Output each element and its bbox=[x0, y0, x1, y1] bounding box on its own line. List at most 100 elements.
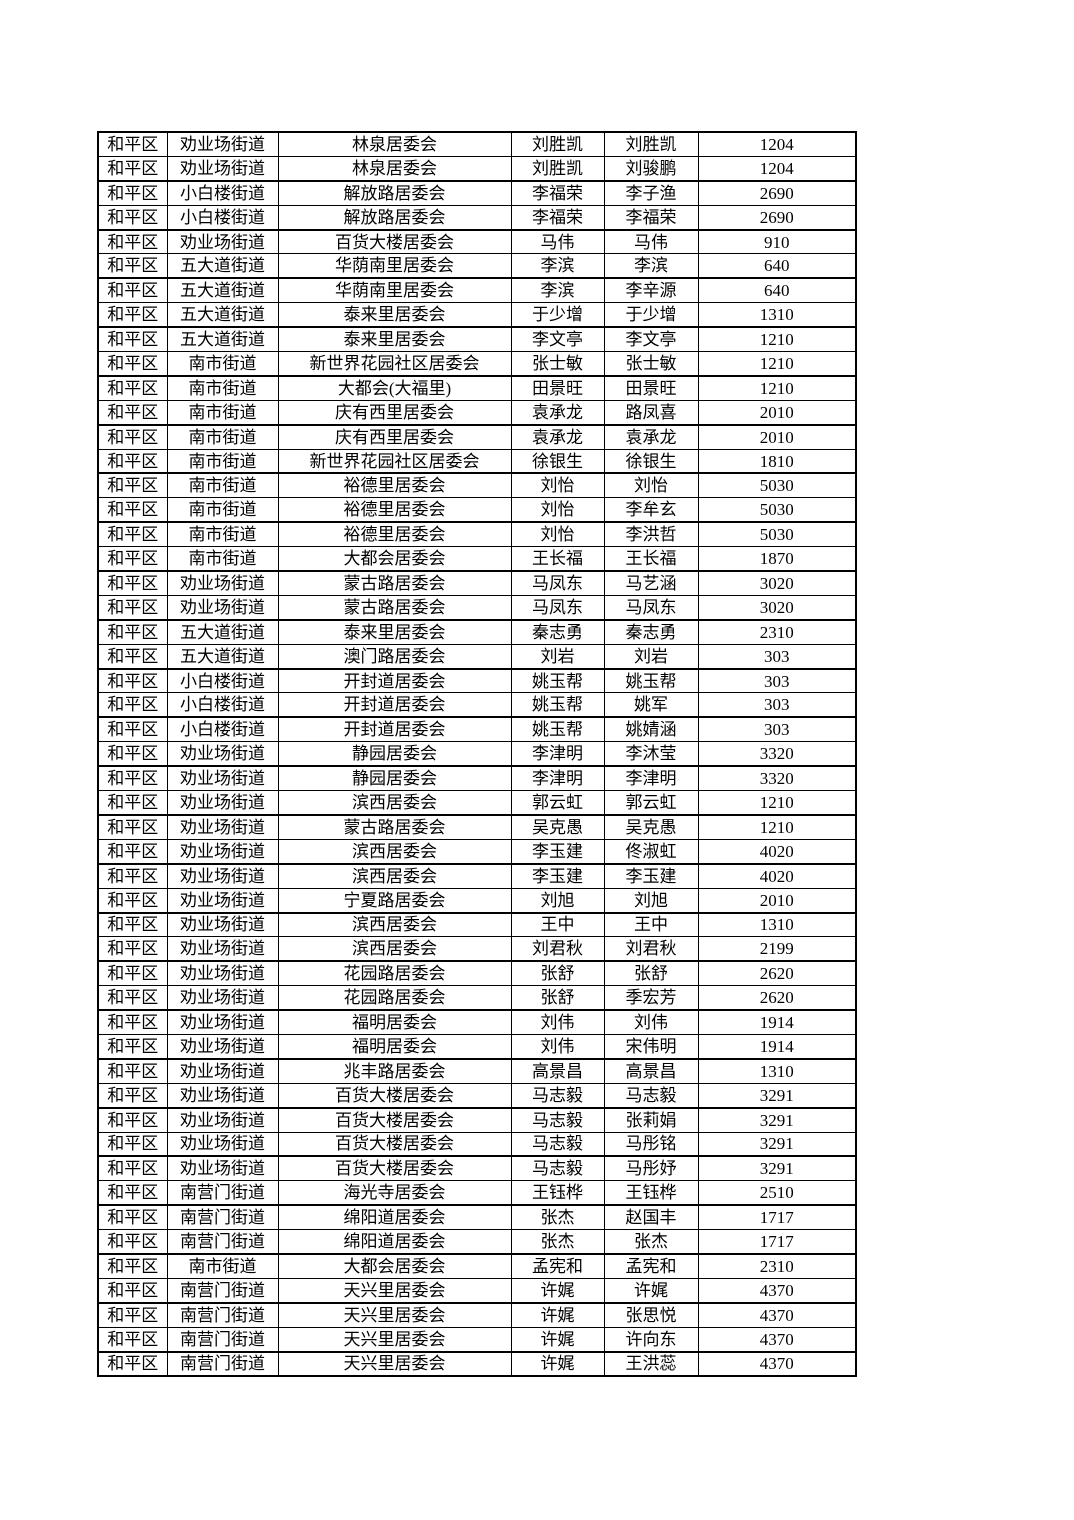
cell-committee: 天兴里居委会 bbox=[277, 1351, 512, 1377]
cell-committee: 华荫南里居委会 bbox=[277, 253, 512, 280]
cell-committee: 新世界花园社区居委会 bbox=[277, 448, 512, 475]
cell-district: 和平区 bbox=[97, 594, 168, 621]
table-row: 和平区 南市街道 大都会居委会 孟宪和 孟宪和 2310 bbox=[97, 1253, 857, 1279]
table-row: 和平区 南营门街道 天兴里居委会 许娓 张思悦 4370 bbox=[97, 1302, 857, 1328]
cell-street: 劝业场街道 bbox=[166, 1155, 279, 1182]
cell-applicant: 徐银生 bbox=[510, 448, 605, 475]
cell-district: 和平区 bbox=[97, 351, 168, 377]
cell-applicant: 袁承龙 bbox=[510, 424, 605, 450]
cell-district: 和平区 bbox=[97, 1155, 168, 1182]
cell-applicant: 许娓 bbox=[510, 1326, 605, 1353]
table-row: 和平区 五大道街道 泰来里居委会 李文亭 李文亭 1210 bbox=[97, 326, 857, 353]
cell-street: 南市街道 bbox=[166, 424, 279, 450]
cell-code: 4020 bbox=[697, 863, 857, 889]
cell-street: 劝业场街道 bbox=[166, 960, 279, 987]
cell-district: 和平区 bbox=[97, 765, 168, 792]
cell-member: 马凤东 bbox=[603, 594, 699, 621]
cell-code: 3291 bbox=[697, 1107, 857, 1133]
cell-code: 4020 bbox=[697, 838, 857, 865]
table-row: 和平区 劝业场街道 蒙古路居委会 马凤东 马艺涵 3020 bbox=[97, 570, 857, 596]
cell-applicant: 高景昌 bbox=[510, 1058, 605, 1084]
cell-district: 和平区 bbox=[97, 375, 168, 401]
cell-committee: 百货大楼居委会 bbox=[277, 1155, 512, 1182]
cell-committee: 天兴里居委会 bbox=[277, 1326, 512, 1353]
cell-applicant: 姚玉帮 bbox=[510, 692, 605, 719]
cell-code: 3320 bbox=[697, 765, 857, 792]
cell-code: 1870 bbox=[697, 546, 857, 573]
cell-committee: 大都会居委会 bbox=[277, 1253, 512, 1279]
cell-member: 刘骏鹏 bbox=[603, 155, 699, 182]
cell-code: 640 bbox=[697, 277, 857, 304]
cell-street: 劝业场街道 bbox=[166, 838, 279, 865]
cell-street: 南市街道 bbox=[166, 546, 279, 573]
cell-street: 南市街道 bbox=[166, 399, 279, 426]
cell-district: 和平区 bbox=[97, 399, 168, 426]
table-row: 和平区 南市街道 庆有西里居委会 袁承龙 袁承龙 2010 bbox=[97, 424, 857, 450]
cell-member: 路凤喜 bbox=[603, 399, 699, 426]
table-row: 和平区 劝业场街道 滨西居委会 李玉建 佟淑虹 4020 bbox=[97, 838, 857, 865]
cell-applicant: 王中 bbox=[510, 911, 605, 938]
cell-member: 姚军 bbox=[603, 692, 699, 719]
cell-code: 4370 bbox=[697, 1351, 857, 1377]
cell-member: 刘岩 bbox=[603, 643, 699, 670]
cell-applicant: 王长福 bbox=[510, 546, 605, 573]
cell-committee: 滨西居委会 bbox=[277, 790, 512, 816]
cell-street: 南市街道 bbox=[166, 351, 279, 377]
cell-district: 和平区 bbox=[97, 814, 168, 840]
cell-district: 和平区 bbox=[97, 1277, 168, 1304]
cell-code: 3291 bbox=[697, 1082, 857, 1109]
cell-street: 小白楼街道 bbox=[166, 180, 279, 206]
cell-committee: 解放路居委会 bbox=[277, 180, 512, 206]
cell-committee: 百货大楼居委会 bbox=[277, 1107, 512, 1133]
cell-district: 和平区 bbox=[97, 326, 168, 353]
cell-member: 马彤妤 bbox=[603, 1155, 699, 1182]
cell-applicant: 刘岩 bbox=[510, 643, 605, 670]
cell-code: 2690 bbox=[697, 204, 857, 231]
cell-district: 和平区 bbox=[97, 253, 168, 280]
cell-district: 和平区 bbox=[97, 424, 168, 450]
cell-committee: 蒙古路居委会 bbox=[277, 570, 512, 596]
cell-committee: 百货大楼居委会 bbox=[277, 1131, 512, 1158]
cell-district: 和平区 bbox=[97, 1253, 168, 1279]
cell-member: 刘怡 bbox=[603, 472, 699, 499]
cell-code: 1210 bbox=[697, 814, 857, 840]
cell-street: 劝业场街道 bbox=[166, 570, 279, 596]
cell-applicant: 李滨 bbox=[510, 253, 605, 280]
cell-applicant: 李津明 bbox=[510, 765, 605, 792]
cell-committee: 蒙古路居委会 bbox=[277, 594, 512, 621]
cell-code: 2620 bbox=[697, 985, 857, 1012]
cell-applicant: 马志毅 bbox=[510, 1155, 605, 1182]
cell-district: 和平区 bbox=[97, 180, 168, 206]
cell-street: 小白楼街道 bbox=[166, 668, 279, 694]
cell-member: 许向东 bbox=[603, 1326, 699, 1353]
cell-code: 2010 bbox=[697, 887, 857, 914]
cell-applicant: 马志毅 bbox=[510, 1107, 605, 1133]
cell-district: 和平区 bbox=[97, 155, 168, 182]
cell-member: 李玉建 bbox=[603, 863, 699, 889]
cell-district: 和平区 bbox=[97, 448, 168, 475]
cell-code: 2690 bbox=[697, 180, 857, 206]
cell-district: 和平区 bbox=[97, 936, 168, 963]
table-row: 和平区 南市街道 大都会(大福里) 田景旺 田景旺 1210 bbox=[97, 375, 857, 401]
cell-code: 1204 bbox=[697, 131, 857, 157]
cell-applicant: 于少增 bbox=[510, 302, 605, 329]
table-row: 和平区 南营门街道 天兴里居委会 许娓 许娓 4370 bbox=[97, 1277, 857, 1304]
cell-code: 1310 bbox=[697, 911, 857, 938]
cell-applicant: 许娓 bbox=[510, 1302, 605, 1328]
cell-member: 郭云虹 bbox=[603, 790, 699, 816]
cell-district: 和平区 bbox=[97, 1302, 168, 1328]
cell-street: 小白楼街道 bbox=[166, 204, 279, 231]
cell-code: 3320 bbox=[697, 741, 857, 768]
cell-member: 王长福 bbox=[603, 546, 699, 573]
cell-code: 303 bbox=[697, 716, 857, 743]
cell-code: 303 bbox=[697, 668, 857, 694]
cell-code: 4370 bbox=[697, 1277, 857, 1304]
cell-committee: 林泉居委会 bbox=[277, 131, 512, 157]
cell-code: 303 bbox=[697, 643, 857, 670]
cell-committee: 蒙古路居委会 bbox=[277, 814, 512, 840]
cell-member: 宋伟明 bbox=[603, 1033, 699, 1060]
cell-street: 劝业场街道 bbox=[166, 911, 279, 938]
table-row: 和平区 劝业场街道 蒙古路居委会 马凤东 马凤东 3020 bbox=[97, 594, 857, 621]
cell-code: 3020 bbox=[697, 594, 857, 621]
cell-applicant: 李福荣 bbox=[510, 180, 605, 206]
